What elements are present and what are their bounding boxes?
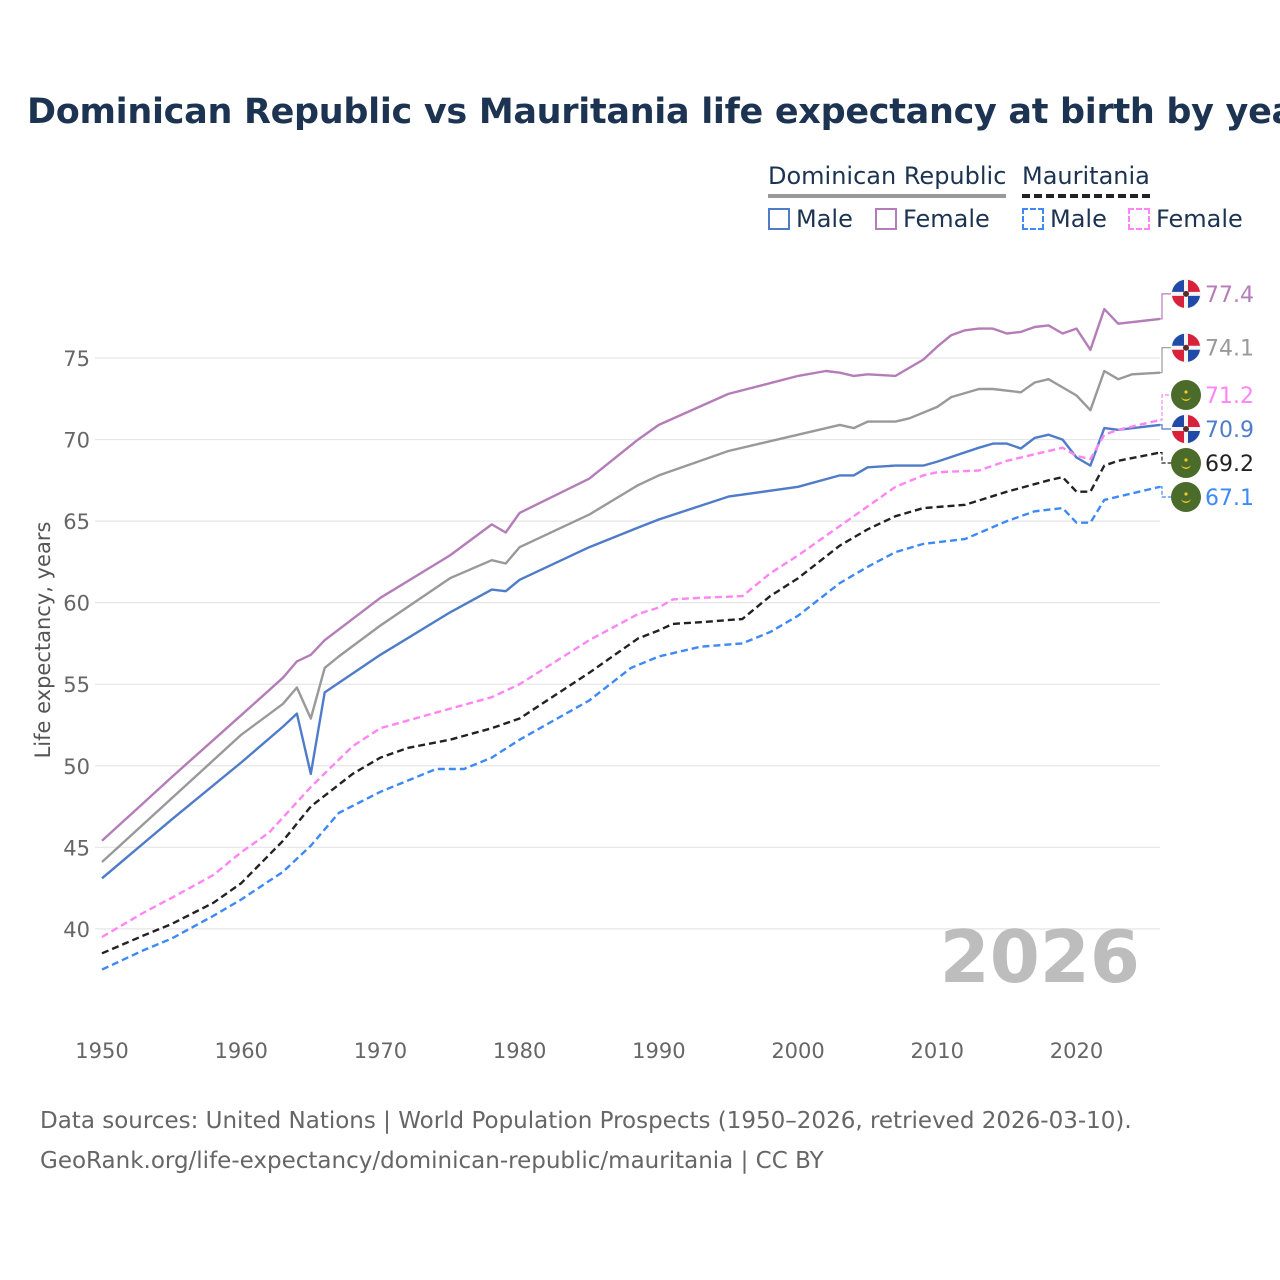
- label-connector: [1160, 394, 1172, 421]
- legend-group-dominican-republic[interactable]: Dominican Republic: [768, 162, 1007, 198]
- label-connector: [1160, 347, 1172, 374]
- end-label-dominican-republic-female: 77.4: [1160, 278, 1254, 320]
- flag-quadrant: [1172, 431, 1184, 443]
- series-line-dominican-republic-male[interactable]: [101, 423, 1161, 880]
- label-connector: [1160, 486, 1172, 498]
- flag-quadrant: [1188, 415, 1200, 427]
- flag-star: [1184, 458, 1188, 462]
- end-value-label: 71.2: [1205, 384, 1254, 409]
- flag-quadrant: [1188, 349, 1200, 362]
- legend-item-dr-female[interactable]: Female: [875, 205, 990, 233]
- end-label-mauritania-female: 71.2: [1160, 380, 1254, 421]
- y-tick-label: 55: [63, 673, 90, 697]
- flag-bg: [1171, 482, 1201, 512]
- legend-label: Male: [796, 205, 853, 233]
- x-tick-label: 2000: [771, 1039, 824, 1063]
- flag-quadrant: [1172, 349, 1184, 362]
- mauritania-flag-icon: [1171, 482, 1201, 512]
- end-label-mauritania-male: 67.1: [1160, 482, 1254, 512]
- legend-label: Male: [1050, 205, 1107, 233]
- x-tick-label: 1970: [354, 1039, 407, 1063]
- end-value-label: 77.4: [1205, 283, 1254, 308]
- legend-item-mr-male[interactable]: Male: [1022, 205, 1107, 233]
- x-tick-label: 1980: [493, 1039, 546, 1063]
- flag-quadrant: [1188, 295, 1200, 308]
- end-label-dominican-republic: 74.1: [1160, 332, 1254, 374]
- series-line-dominican-republic[interactable]: [101, 369, 1161, 863]
- y-tick-label: 60: [63, 592, 90, 616]
- legend-swatch: [1022, 208, 1044, 230]
- series-line-mauritania-male[interactable]: [101, 485, 1161, 971]
- mauritania-flag-icon: [1171, 380, 1201, 410]
- y-axis-label: Life expectancy, years: [31, 522, 55, 759]
- legend-label: Female: [903, 205, 990, 233]
- dominican-republic-flag-icon: [1171, 332, 1201, 363]
- y-tick-label: 45: [63, 836, 90, 860]
- end-value-label: 70.9: [1205, 418, 1254, 443]
- label-connector: [1160, 451, 1172, 464]
- flag-emblem: [1183, 426, 1189, 432]
- flag-crescent: [1181, 396, 1191, 401]
- year-watermark: 2026: [940, 915, 1140, 999]
- x-tick-label: 2020: [1050, 1039, 1103, 1063]
- flag-quadrant: [1172, 279, 1184, 292]
- footer-link[interactable]: GeoRank.org/life-expectancy/dominican-re…: [40, 1148, 824, 1174]
- legend-item-mr-female[interactable]: Female: [1128, 205, 1243, 233]
- end-value-label: 67.1: [1205, 486, 1254, 511]
- x-tick-label: 1950: [75, 1039, 128, 1063]
- legend-swatch: [875, 208, 897, 230]
- flag-quadrant: [1188, 431, 1200, 443]
- end-value-label: 69.2: [1205, 452, 1254, 477]
- y-tick-label: 70: [63, 429, 90, 453]
- x-tick-label: 1990: [632, 1039, 685, 1063]
- chart-title: Dominican Republic vs Mauritania life ex…: [27, 92, 1280, 132]
- flag-crescent: [1181, 498, 1191, 503]
- end-value-label: 74.1: [1205, 337, 1254, 362]
- flag-quadrant: [1188, 279, 1200, 292]
- series-line-dominican-republic-female[interactable]: [101, 307, 1161, 842]
- end-label-mauritania: 69.2: [1160, 448, 1254, 478]
- series-line-mauritania-female[interactable]: [101, 418, 1161, 939]
- dominican-republic-flag-icon: [1171, 414, 1201, 444]
- flag-quadrant: [1172, 295, 1184, 308]
- flag-bg: [1171, 380, 1201, 410]
- y-tick-label: 50: [63, 755, 90, 779]
- flag-quadrant: [1188, 333, 1200, 346]
- legend-label: Female: [1156, 205, 1243, 233]
- flag-star: [1184, 492, 1188, 496]
- dominican-republic-flag-icon: [1171, 278, 1201, 309]
- legend-swatch: [768, 208, 790, 230]
- legend-swatch: [1128, 208, 1150, 230]
- legend-group-mauritania[interactable]: Mauritania: [1022, 162, 1150, 198]
- flag-quadrant: [1172, 415, 1184, 427]
- end-label-dominican-republic-male: 70.9: [1160, 414, 1254, 444]
- y-tick-label: 65: [63, 510, 90, 534]
- flag-quadrant: [1172, 333, 1184, 346]
- x-tick-label: 2010: [911, 1039, 964, 1063]
- flag-emblem: [1183, 344, 1189, 351]
- y-tick-label: 75: [63, 347, 90, 371]
- mauritania-flag-icon: [1171, 448, 1201, 478]
- footer-sources: Data sources: United Nations | World Pop…: [40, 1108, 1132, 1134]
- flag-emblem: [1183, 290, 1189, 297]
- flag-crescent: [1181, 464, 1191, 469]
- y-tick-label: 40: [63, 918, 90, 942]
- series-line-mauritania[interactable]: [101, 451, 1161, 955]
- legend-item-dr-male[interactable]: Male: [768, 205, 853, 233]
- label-connector: [1160, 424, 1172, 430]
- x-tick-label: 1960: [214, 1039, 267, 1063]
- flag-star: [1184, 390, 1188, 394]
- label-connector: [1160, 293, 1172, 320]
- flag-bg: [1171, 448, 1201, 478]
